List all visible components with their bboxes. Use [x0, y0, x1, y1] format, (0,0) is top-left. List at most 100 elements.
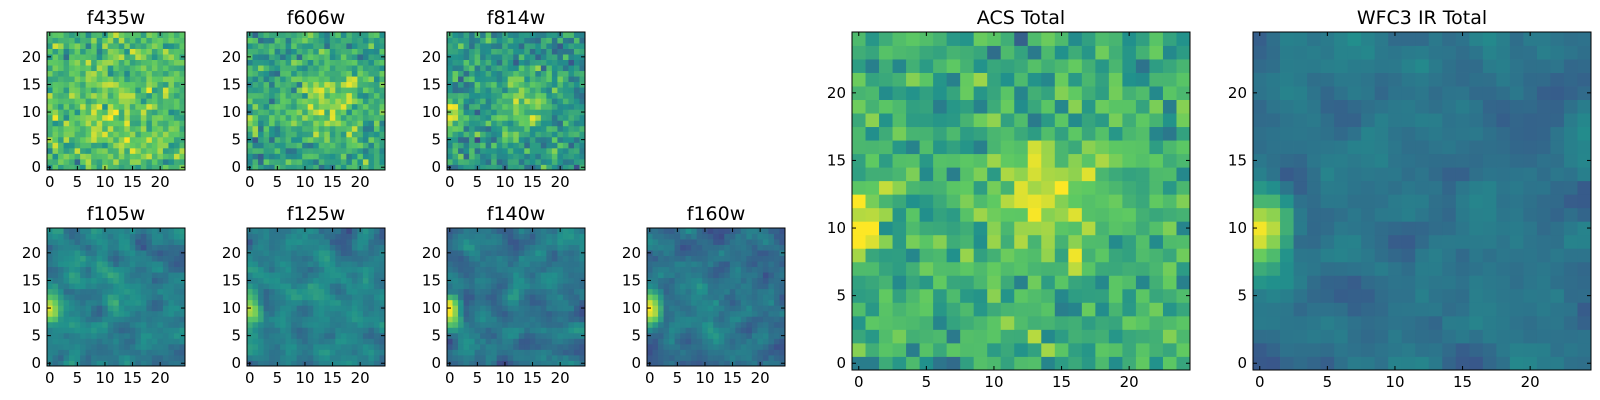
heatmap-cell: [74, 81, 81, 88]
heatmap-cell: [162, 32, 169, 38]
heatmap-cell: [658, 299, 664, 306]
heatmap-cell: [296, 109, 303, 116]
heatmap-cell: [447, 316, 453, 323]
heatmap-cell: [696, 277, 703, 284]
heatmap-cell: [173, 266, 180, 273]
heatmap-cell: [291, 343, 298, 350]
heatmap-cell: [480, 153, 487, 160]
heatmap-cell: [291, 338, 298, 345]
heatmap-cell: [162, 277, 169, 284]
heatmap-cell: [507, 239, 514, 245]
heatmap-cell: [669, 261, 675, 268]
heatmap-cell: [1041, 288, 1056, 303]
heatmap-cell: [247, 125, 253, 132]
heatmap-cell: [340, 32, 347, 38]
heatmap-cell: [247, 158, 253, 165]
heatmap-cell: [1162, 167, 1177, 182]
heatmap-cell: [562, 43, 569, 49]
heatmap-cell: [507, 59, 514, 66]
heatmap-cell: [535, 305, 542, 312]
heatmap-cell: [313, 354, 320, 361]
heatmap-cell: [113, 316, 120, 323]
heatmap-cell: [1054, 153, 1069, 168]
heatmap-cell: [685, 250, 692, 256]
heatmap-cell: [746, 233, 753, 240]
heatmap-cell: [502, 136, 509, 143]
heatmap-cell: [102, 37, 109, 44]
heatmap-cell: [280, 125, 287, 132]
heatmap-cell: [573, 164, 580, 171]
heatmap-cell: [474, 250, 481, 256]
heatmap-cell: [80, 239, 87, 245]
x-tick-label: 0: [445, 369, 455, 387]
heatmap-cell: [718, 310, 725, 317]
heatmap-cell: [80, 332, 87, 339]
heatmap-cell: [546, 43, 553, 49]
heatmap-cell: [485, 360, 492, 367]
heatmap-cell: [368, 70, 375, 77]
heatmap-cell: [1054, 221, 1069, 236]
heatmap-cell: [696, 228, 703, 234]
heatmap-cell: [740, 349, 747, 356]
heatmap-cell: [307, 288, 314, 295]
heatmap-cell: [285, 37, 292, 44]
heatmap-cell: [735, 288, 742, 295]
heatmap-cell: [557, 321, 564, 328]
heatmap-cell: [302, 131, 309, 138]
heatmap-cell: [302, 142, 309, 149]
heatmap-cell: [162, 255, 169, 262]
heatmap-cell: [362, 338, 369, 345]
heatmap-cell: [173, 103, 180, 110]
heatmap-cell: [146, 360, 153, 367]
heatmap-cell: [973, 329, 988, 344]
y-tick-label: 10: [22, 103, 41, 121]
heatmap-cell: [757, 305, 764, 312]
heatmap-cell: [491, 316, 498, 323]
heatmap-cell: [258, 109, 264, 116]
heatmap-cell: [318, 321, 325, 328]
heatmap-cell: [102, 43, 109, 49]
heatmap-cell: [69, 228, 75, 234]
heatmap-cell: [302, 125, 309, 132]
heatmap-cell: [280, 54, 287, 60]
x-tick-label: 15: [123, 173, 142, 191]
heatmap-cell: [546, 283, 553, 290]
heatmap-cell: [118, 37, 125, 44]
heatmap-cell: [685, 332, 692, 339]
heatmap-cell: [47, 131, 53, 138]
heatmap-cell: [47, 92, 53, 99]
heatmap-cell: [718, 305, 725, 312]
heatmap-cell: [285, 59, 292, 66]
heatmap-cell: [91, 233, 98, 240]
heatmap-cell: [469, 70, 475, 77]
heatmap-cell: [168, 233, 175, 240]
heatmap-cell: [52, 321, 59, 328]
heatmap-cell: [557, 109, 564, 116]
heatmap-cell: [146, 114, 153, 121]
heatmap-cell: [69, 261, 75, 268]
heatmap-cell: [258, 299, 264, 306]
heatmap-cell: [480, 70, 487, 77]
heatmap-cell: [85, 349, 92, 356]
heatmap-cell: [357, 109, 364, 116]
heatmap-cell: [447, 244, 453, 251]
heatmap-cell: [513, 65, 520, 72]
heatmap-cell: [373, 305, 380, 312]
heatmap-cell: [892, 234, 907, 249]
heatmap-cell: [58, 120, 64, 127]
heatmap-cell: [906, 207, 920, 222]
heatmap-cell: [507, 43, 514, 49]
heatmap-cell: [96, 147, 103, 154]
heatmap-cell: [247, 294, 253, 301]
heatmap-cell: [69, 354, 75, 361]
heatmap-cell: [685, 321, 692, 328]
heatmap-cell: [280, 114, 287, 121]
heatmap-cell: [535, 277, 542, 284]
heatmap-cell: [47, 59, 53, 66]
heatmap-cell: [285, 92, 292, 99]
heatmap-cell: [1176, 261, 1191, 276]
heatmap-cell: [85, 147, 92, 154]
heatmap-cell: [313, 338, 320, 345]
heatmap-cell: [362, 343, 369, 350]
heatmap-cell: [285, 283, 292, 290]
